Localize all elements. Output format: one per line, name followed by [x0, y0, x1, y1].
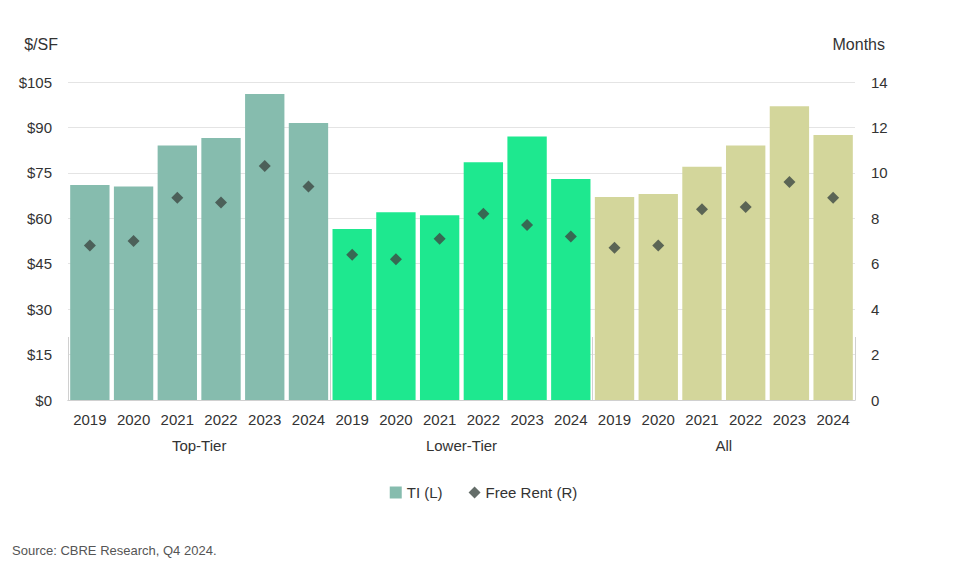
svg-text:Lower-Tier: Lower-Tier — [426, 437, 497, 454]
svg-text:$105: $105 — [19, 74, 52, 91]
svg-text:10: 10 — [871, 164, 888, 181]
svg-text:2022: 2022 — [467, 411, 500, 428]
svg-text:2024: 2024 — [816, 411, 849, 428]
svg-text:2023: 2023 — [510, 411, 543, 428]
svg-text:14: 14 — [871, 74, 888, 91]
svg-text:TI (L): TI (L) — [407, 484, 443, 501]
svg-text:4: 4 — [871, 301, 879, 318]
svg-text:2021: 2021 — [161, 411, 194, 428]
svg-text:2024: 2024 — [292, 411, 325, 428]
svg-text:$/SF: $/SF — [24, 36, 58, 53]
svg-text:2020: 2020 — [642, 411, 675, 428]
svg-text:$45: $45 — [27, 255, 52, 272]
svg-text:2019: 2019 — [598, 411, 631, 428]
svg-text:All: All — [715, 437, 732, 454]
svg-text:12: 12 — [871, 119, 888, 136]
svg-text:Source: CBRE Research, Q4 2024: Source: CBRE Research, Q4 2024. — [12, 543, 217, 558]
svg-text:2023: 2023 — [773, 411, 806, 428]
svg-text:2: 2 — [871, 346, 879, 363]
svg-text:2020: 2020 — [379, 411, 412, 428]
svg-text:2022: 2022 — [729, 411, 762, 428]
svg-text:$60: $60 — [27, 210, 52, 227]
svg-text:$15: $15 — [27, 346, 52, 363]
svg-text:2023: 2023 — [248, 411, 281, 428]
svg-text:$90: $90 — [27, 119, 52, 136]
svg-text:2021: 2021 — [423, 411, 456, 428]
svg-text:6: 6 — [871, 255, 879, 272]
svg-text:2019: 2019 — [336, 411, 369, 428]
svg-text:2024: 2024 — [554, 411, 587, 428]
svg-text:$75: $75 — [27, 164, 52, 181]
svg-text:8: 8 — [871, 210, 879, 227]
svg-text:Free Rent (R): Free Rent (R) — [486, 484, 578, 501]
svg-text:$0: $0 — [35, 392, 52, 409]
svg-text:0: 0 — [871, 392, 879, 409]
svg-text:$30: $30 — [27, 301, 52, 318]
svg-text:2022: 2022 — [204, 411, 237, 428]
svg-text:2021: 2021 — [685, 411, 718, 428]
svg-text:2020: 2020 — [117, 411, 150, 428]
svg-text:Top-Tier: Top-Tier — [172, 437, 226, 454]
svg-text:2019: 2019 — [73, 411, 106, 428]
svg-text:Months: Months — [833, 36, 885, 53]
